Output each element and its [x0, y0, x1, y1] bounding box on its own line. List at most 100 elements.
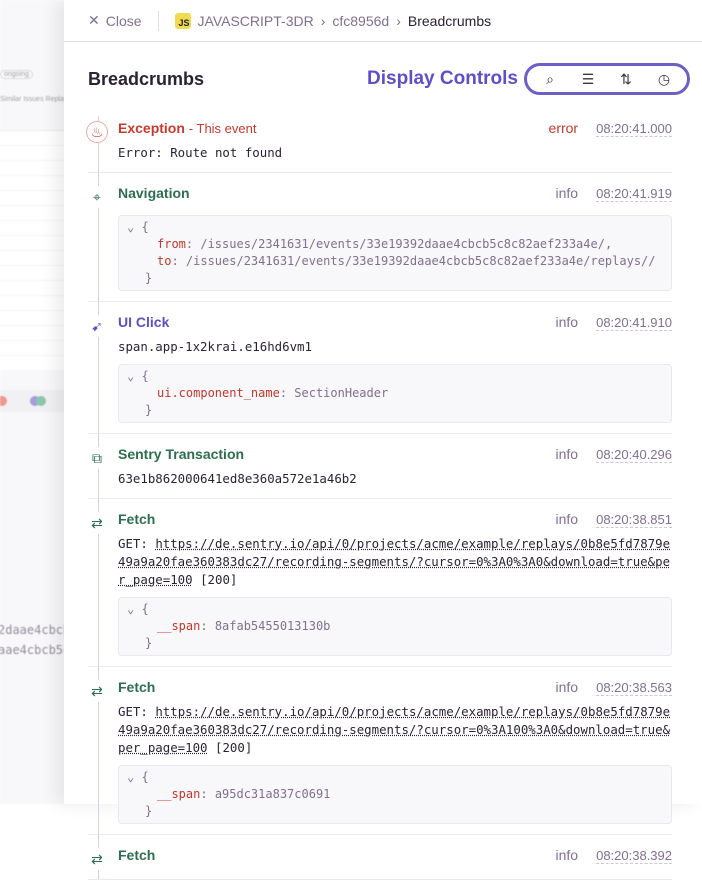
- crumb-timestamp[interactable]: 08:20:38.851: [596, 512, 672, 528]
- crumb-title: Fetch: [118, 847, 556, 863]
- display-controls-label: Display Controls: [367, 68, 518, 89]
- crumb-title: Sentry Transaction: [118, 446, 556, 462]
- close-label: Close: [105, 12, 142, 29]
- data-value: /issues/2341631/events/33e19392daae4cbcb…: [200, 237, 613, 251]
- breadcrumb: JS JAVASCRIPT-3DR › cfc8956d › Breadcrum…: [159, 12, 492, 29]
- arrows-icon: ⇄: [86, 848, 108, 870]
- page-title: Breadcrumbs: [88, 68, 205, 89]
- arrows-icon: ⇄: [86, 512, 108, 534]
- crumb-timestamp[interactable]: 08:20:40.296: [596, 447, 672, 463]
- sort-icon[interactable]: ⇅: [620, 70, 632, 87]
- transaction-icon: ⧉: [86, 447, 108, 469]
- crumb-level: info: [555, 446, 579, 462]
- crumb-level: error: [548, 120, 579, 136]
- breadcrumb-item-ui: ➹ UI Click info 08:20:41.910 span.app-1x2…: [86, 310, 672, 434]
- data-key: __span: [157, 787, 201, 801]
- collapse-toggle[interactable]: ⌄ {: [127, 602, 149, 616]
- http-status: [200]: [215, 740, 253, 755]
- data-key: __span: [157, 619, 201, 633]
- data-entry: __span: 8afab5455013130b: [157, 619, 331, 633]
- breadcrumb-current: Breadcrumbs: [407, 12, 492, 29]
- crumb-level: info: [555, 511, 579, 527]
- http-method: GET:: [118, 536, 148, 551]
- data-value: /issues/2341631/events/33e19392daae4cbcb…: [185, 254, 656, 268]
- breadcrumb-item-navigation: ⌖ Navigation info 08:20:41.919 ⌄ { from: /…: [86, 181, 672, 302]
- background-tabs: Similar Issues Replays: [0, 96, 71, 103]
- crumb-type: Fetch: [118, 511, 156, 527]
- crumb-data: ⌄ { ui.component_name: SectionHeader}: [118, 364, 672, 423]
- request-url[interactable]: https://de.sentry.io/api/0/projects/acme…: [118, 536, 671, 587]
- clock-icon[interactable]: ◷: [657, 70, 671, 87]
- breadcrumb-item-fetch: ⇄ Fetch info 08:20:38.392: [86, 843, 672, 880]
- collapse-toggle[interactable]: ⌄ {: [127, 220, 149, 234]
- close-brace: }: [145, 636, 153, 650]
- crumb-title: Fetch: [118, 511, 556, 527]
- hash-line: 2daae4cbcb: [0, 623, 71, 637]
- crumb-title: Exception - This event: [118, 120, 549, 136]
- crumb-type: Navigation: [118, 185, 190, 201]
- close-brace: }: [145, 403, 153, 417]
- status-tag: ongoing: [0, 70, 33, 79]
- crumb-message: span.app-1x2krai.e16hd6vm1: [118, 339, 312, 354]
- data-value: 8afab5455013130b: [214, 619, 331, 633]
- crumb-timestamp[interactable]: 08:20:41.910: [596, 315, 672, 331]
- breadcrumb-item-exception: ♨ Exception - This event error 08:20:41.…: [86, 116, 672, 173]
- arrows-icon: ⇄: [86, 680, 108, 702]
- filter-icon[interactable]: ☰: [581, 70, 595, 87]
- fire-icon: ♨: [86, 121, 108, 143]
- data-entry: to: /issues/2341631/events/33e19392daae4…: [157, 254, 656, 268]
- crumb-timestamp[interactable]: 08:20:38.392: [596, 848, 672, 864]
- collapse-toggle[interactable]: ⌄ {: [127, 369, 149, 383]
- crumb-level: info: [555, 185, 579, 201]
- crumb-subtitle: - This event: [188, 121, 257, 136]
- breadcrumb-item-fetch: ⇄ Fetch info 08:20:38.563 GET: https://de…: [86, 675, 672, 835]
- javascript-icon: JS: [174, 12, 191, 29]
- data-key: ui.component_name: [157, 386, 280, 400]
- display-controls: ⌕ ☰ ⇅ ◷: [524, 63, 690, 95]
- http-method: GET:: [118, 704, 148, 719]
- crumb-timestamp[interactable]: 08:20:41.919: [596, 186, 672, 202]
- close-icon: ✕: [88, 12, 100, 28]
- close-brace: }: [145, 271, 153, 285]
- crumb-timestamp[interactable]: 08:20:41.000: [596, 121, 672, 137]
- breadcrumb-item-fetch: ⇄ Fetch info 08:20:38.851 GET: https://de…: [86, 507, 672, 667]
- http-status: [200]: [200, 572, 238, 587]
- breadcrumb-project[interactable]: JAVASCRIPT-3DR: [197, 12, 314, 29]
- cursor-icon: ➹: [86, 315, 108, 337]
- crumb-data: ⌄ { __span: 8afab5455013130b}: [118, 597, 672, 656]
- breadcrumbs-drawer: ✕ Close JS JAVASCRIPT-3DR › cfc8956d › Br…: [64, 0, 702, 880]
- crumb-data: ⌄ {__span: a95dc31a837c0691}: [118, 765, 672, 824]
- crumb-timestamp[interactable]: 08:20:38.563: [596, 680, 672, 696]
- chevron-right-icon: ›: [396, 12, 401, 29]
- data-entry: from: /issues/2341631/events/33e19392daa…: [157, 237, 613, 251]
- crumb-type: Exception: [118, 120, 185, 136]
- crumb-title: UI Click: [118, 314, 556, 330]
- crumb-type: Fetch: [118, 847, 156, 863]
- breadcrumb-item-transaction: ⧉ Sentry Transaction info 08:20:40.296 63…: [86, 442, 672, 499]
- breadcrumb-list: ♨ Exception - This event error 08:20:41.…: [64, 116, 702, 880]
- crumb-message: Error: Route not found: [118, 145, 283, 160]
- search-icon[interactable]: ⌕: [546, 70, 554, 87]
- data-value: a95dc31a837c0691: [214, 787, 331, 801]
- crumb-request: GET: https://de.sentry.io/api/0/projects…: [118, 535, 672, 589]
- crumb-level: info: [555, 679, 579, 695]
- close-button[interactable]: ✕ Close: [88, 10, 159, 31]
- crumb-title: Navigation: [118, 185, 556, 201]
- drawer-header: ✕ Close JS JAVASCRIPT-3DR › cfc8956d › Br…: [64, 0, 702, 42]
- request-url[interactable]: https://de.sentry.io/api/0/projects/acme…: [118, 704, 671, 755]
- data-key: to: [157, 254, 172, 268]
- crumb-type: Fetch: [118, 679, 156, 695]
- data-key: from: [157, 237, 186, 251]
- data-value: SectionHeader: [294, 386, 389, 400]
- crumb-message: 63e1b862000641ed8e360a572e1a46b2: [118, 471, 357, 486]
- crumb-title: Fetch: [118, 679, 556, 695]
- crumb-level: info: [555, 314, 579, 330]
- breadcrumb-event[interactable]: cfc8956d: [332, 12, 390, 29]
- hash-line: aae4cbcb5c: [0, 643, 71, 657]
- close-brace: }: [145, 804, 153, 818]
- crumb-request: GET: https://de.sentry.io/api/0/projects…: [118, 703, 672, 757]
- location-icon: ⌖: [86, 186, 108, 208]
- data-entry: ui.component_name: SectionHeader: [157, 386, 389, 400]
- collapse-toggle[interactable]: ⌄ {: [127, 770, 149, 784]
- crumb-type: Sentry Transaction: [118, 446, 245, 462]
